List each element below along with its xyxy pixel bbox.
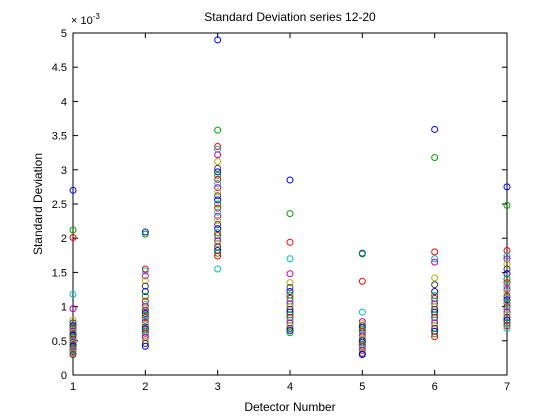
y-tick-label: 3 bbox=[61, 165, 67, 177]
y-tick-label: 2 bbox=[61, 233, 67, 245]
x-tick-labels: 1 2 3 4 5 6 7 bbox=[70, 381, 510, 393]
exponent-power: -3 bbox=[93, 12, 101, 21]
chart-title: Standard Deviation series 12-20 bbox=[204, 10, 376, 24]
x-tick-label: 4 bbox=[287, 381, 293, 393]
x-tick-label: 5 bbox=[359, 381, 365, 393]
y-tick-label: 0.5 bbox=[52, 336, 67, 348]
y-axis-label: Standard Deviation bbox=[31, 153, 45, 255]
y-exponent-label: × 10-3 bbox=[71, 12, 100, 27]
y-tick-labels: 0 0.5 1 1.5 2 2.5 3 3.5 4 4.5 5 bbox=[52, 28, 67, 382]
y-tick-label: 1 bbox=[61, 302, 67, 314]
y-tick-label: 2.5 bbox=[52, 199, 67, 211]
x-tick-label: 1 bbox=[70, 381, 76, 393]
x-axis-label: Detector Number bbox=[244, 400, 335, 414]
x-tick-label: 2 bbox=[142, 381, 148, 393]
y-tick-label: 5 bbox=[61, 28, 67, 40]
y-tick-label: 1.5 bbox=[52, 267, 67, 279]
y-tick-label: 3.5 bbox=[52, 131, 67, 143]
x-tick-label: 7 bbox=[504, 381, 510, 393]
x-tick-label: 6 bbox=[432, 381, 438, 393]
x-tick-label: 3 bbox=[215, 381, 221, 393]
exponent-base: × 10 bbox=[71, 15, 93, 27]
y-tick-label: 4.5 bbox=[52, 62, 67, 74]
y-tick-label: 0 bbox=[61, 370, 67, 382]
y-tick-label: 4 bbox=[61, 96, 67, 108]
